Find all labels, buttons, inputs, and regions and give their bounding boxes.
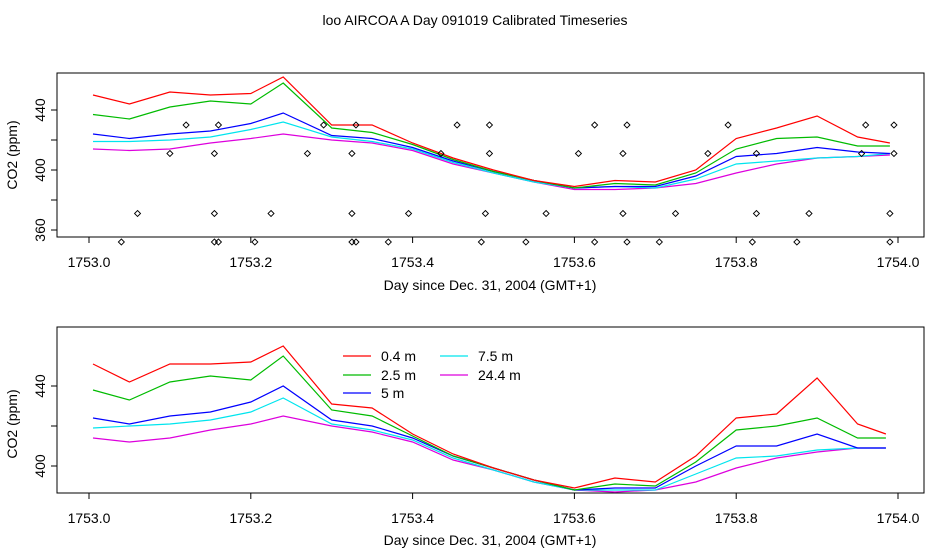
top-scatter-point [384,238,392,246]
bottom-x-tick-label: 1753.6 [553,510,596,526]
legend-label: 5 m [381,385,404,401]
top-scatter-point [805,209,813,218]
top-scatter-point [574,149,583,158]
top-scatter-point [348,209,356,218]
top-scatter-point [752,209,761,218]
bottom-y-tick-label: 440 [32,374,48,398]
top-scatter-point [210,209,219,218]
top-y-tick-label: 440 [32,98,48,122]
bottom-series-line-5-m [92,385,886,491]
bottom-y-axis-label: CO2 (ppm) [4,389,20,458]
top-scatter-point [214,238,223,246]
top-scatter-point [485,121,494,129]
top-scatter-point [453,121,461,129]
top-scatter-point [724,121,732,129]
top-series-line-7-5-m [93,121,890,189]
top-scatter-point [655,238,663,246]
chart-title: loo AIRCOA A Day 091019 Calibrated Times… [322,12,627,28]
top-panel: 1753.0 1753.2 1753.4 1753.6 1753.8 1754.0 360 4… [4,72,925,293]
top-scatter-point [251,238,259,246]
top-scatter-point [748,238,757,246]
top-scatter-point [319,121,328,129]
top-scatter-point [267,209,275,218]
top-scatter-point [133,209,142,218]
legend: 0.4 m 2.5 m 5 m 7.5 m 24.4 m [343,348,521,401]
legend-label: 7.5 m [478,348,513,364]
top-scatter-point [890,149,898,158]
top-plot-frame [56,72,925,238]
top-scatter-point [182,121,190,129]
top-scatter-point [590,238,599,246]
top-scatter-point [210,238,219,246]
top-scatter-point [481,209,490,218]
top-scatter-point [166,149,174,158]
top-scatter-point [303,149,312,158]
top-scatter-point [352,121,360,129]
top-scatter-point [117,238,125,246]
top-scatter-point [210,149,219,158]
bottom-y-tick-label: 400 [32,454,48,478]
top-y-axis-label: CO2 (ppm) [4,120,20,189]
top-y-tick-label: 400 [32,158,48,182]
legend-label: 0.4 m [381,348,416,364]
bottom-x-tick-label: 1754.0 [877,510,920,526]
bottom-plot-frame [56,326,925,494]
top-scatter-point [477,238,486,246]
top-scatter-point [886,209,894,218]
top-scatter-point [619,209,627,218]
top-scatter-point [862,121,870,129]
top-scatter-point [214,121,223,129]
top-x-tick-label: 1753.0 [68,254,111,270]
top-scatter-point [671,209,680,218]
top-scatter-point [623,121,631,129]
bottom-x-tick-label: 1753.8 [715,510,758,526]
top-scatter-point [522,238,530,246]
top-x-tick-label: 1753.8 [715,254,758,270]
top-x-tick-label: 1753.2 [229,254,272,270]
top-x-axis-label: Day since Dec. 31, 2004 (GMT+1) [384,277,597,293]
top-series-line-2-5-m [92,82,890,189]
top-y-tick-label: 360 [32,218,48,242]
bottom-x-tick-label: 1753.0 [68,510,111,526]
legend-label: 2.5 m [381,367,416,383]
top-scatter-point [619,149,627,158]
top-scatter-point [704,149,712,158]
top-scatter-point [590,121,599,129]
top-scatter-point [404,209,413,218]
top-scatter-point [352,238,360,246]
legend-label: 24.4 m [478,367,521,383]
top-x-tick-label: 1753.6 [553,254,596,270]
top-scatter-point [348,238,356,246]
top-x-tick-label: 1753.4 [391,254,434,270]
top-scatter-point [793,238,801,246]
top-scatter-point [623,238,631,246]
top-series-line-0-4-m [92,76,891,188]
bottom-x-tick-label: 1753.2 [229,510,272,526]
top-x-tick-label: 1754.0 [877,254,920,270]
bottom-panel: 1753.0 1753.2 1753.4 1753.6 1753.8 1754.0 400 4… [4,326,925,548]
top-scatter-point [752,149,761,158]
top-scatter-point [857,149,866,158]
top-scatter-point [890,121,898,129]
bottom-x-axis-label: Day since Dec. 31, 2004 (GMT+1) [384,532,597,548]
top-scatter-point [485,149,494,158]
top-scatter-point [437,149,445,158]
top-scatter-point [542,209,550,218]
bottom-series-line-7-5-m [92,397,886,491]
top-scatter-point [348,149,356,158]
bottom-x-tick-label: 1753.4 [391,510,434,526]
bottom-series-line-0-4-m [92,345,887,489]
top-scatter-point [886,238,894,246]
